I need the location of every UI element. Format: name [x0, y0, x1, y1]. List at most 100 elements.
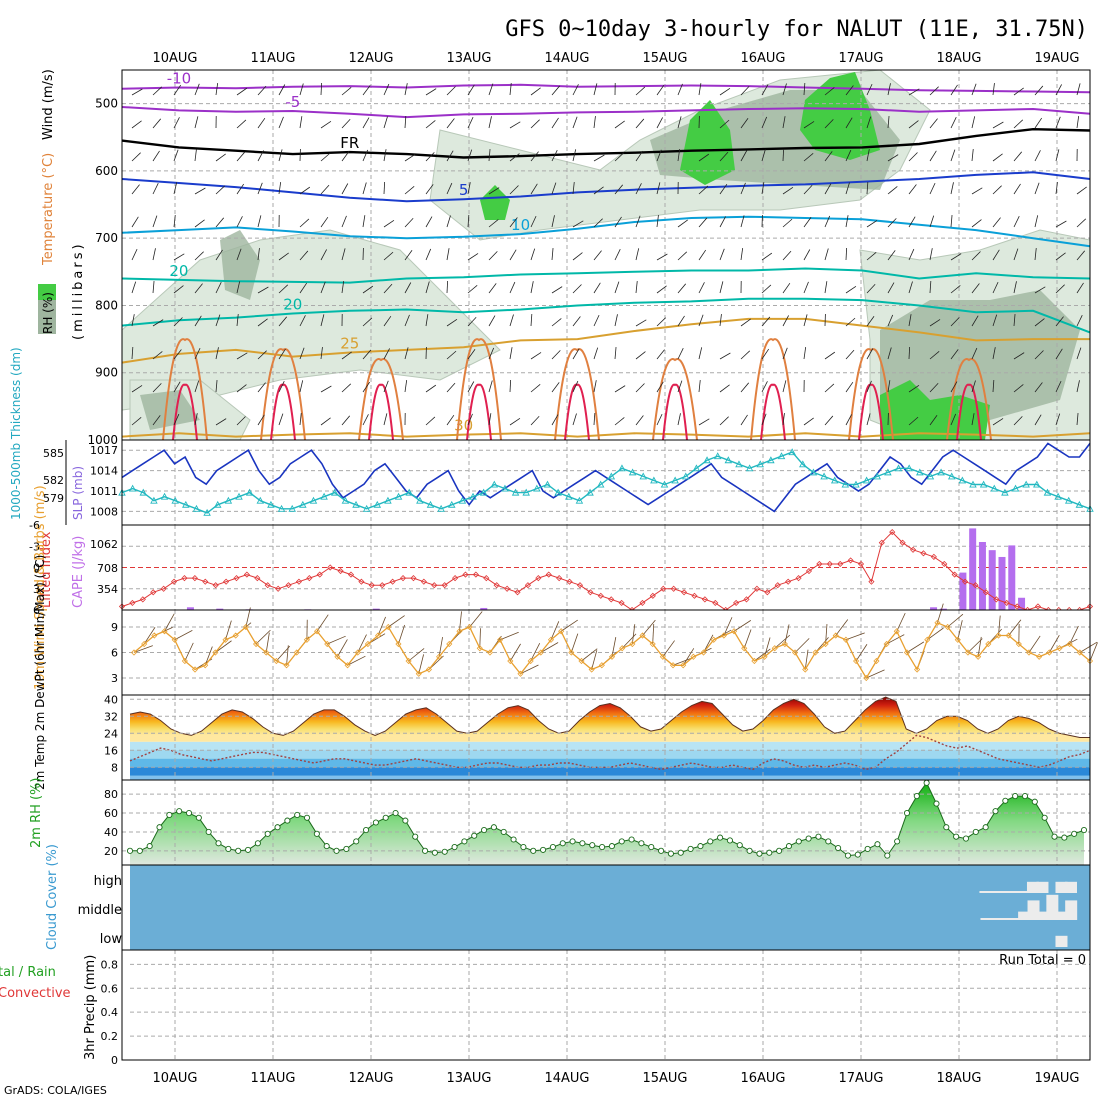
precip-panel: 0.80.60.40.20 [101, 950, 1091, 1067]
millibars-label: (millibars) [71, 241, 86, 340]
rh-point [511, 837, 516, 842]
cloud-level-tick: low [100, 932, 123, 947]
rh-point [1052, 834, 1057, 839]
rh-point [137, 848, 142, 853]
temp-tick: 24 [104, 727, 118, 740]
upper-air-axis-label: RH (%) Temperature (°C) Wind (m/s) (mill… [38, 69, 86, 340]
precip-tick: 0.4 [101, 1006, 119, 1019]
temperature-2m-panel: 40 32 24 16 8 [104, 693, 1090, 784]
chart-title: GFS 0~10day 3-hourly for NALUT (11E, 31.… [505, 17, 1088, 42]
temp2m-axis-label: 2m Temp 2m DewPt (6hr Min/Max) (°C) [33, 555, 47, 790]
rh-point [895, 839, 900, 844]
rh-point [413, 834, 418, 839]
cloud-bar-high [1036, 882, 1048, 893]
temp-tick: 32 [104, 710, 118, 723]
temp-tick: 40 [104, 693, 118, 706]
slp-tick: 1008 [90, 505, 118, 518]
rh-point [1072, 831, 1077, 836]
wind-10m-panel: 963 [111, 604, 1097, 695]
cape-bar [979, 542, 986, 610]
rh-point [777, 848, 782, 853]
date-label-bottom: 10AUG [152, 1071, 197, 1086]
temp-tick: 16 [104, 744, 118, 757]
rh-point [747, 848, 752, 853]
rh-point [845, 853, 850, 858]
date-label-bottom: 13AUG [446, 1071, 491, 1086]
rh-point [432, 850, 437, 855]
rh-point [1003, 798, 1008, 803]
rh-point [521, 844, 526, 849]
rh-point [295, 812, 300, 817]
precip-rain-legend: tal / Rain [0, 965, 56, 980]
rh-point [442, 849, 447, 854]
date-label-top: 19AUG [1034, 51, 1079, 66]
plot-background [122, 950, 1090, 1060]
rh-point [1013, 793, 1018, 798]
rh-point [354, 839, 359, 844]
slp-tick: 1017 [90, 444, 118, 457]
precip-tick: 0.6 [101, 982, 119, 995]
rh-tick: 20 [104, 845, 118, 858]
rh-point [255, 841, 260, 846]
rh-point [422, 848, 427, 853]
rh2m-axis-label: 2m RH (%) [29, 777, 44, 848]
rh-point [177, 809, 182, 814]
rh-point [285, 818, 290, 823]
date-label-bottom: 12AUG [348, 1071, 393, 1086]
rh-point [609, 844, 614, 849]
rh-point [314, 831, 319, 836]
precip-label: 3hr Precip (mm) [83, 955, 98, 1060]
cape-bar [989, 550, 996, 610]
isotherm-label: 10 [511, 216, 530, 234]
rh-point [708, 839, 713, 844]
rh-point [590, 843, 595, 848]
rh-point [678, 850, 683, 855]
isotherm-label: 20 [169, 262, 188, 280]
date-label-top: 18AUG [936, 51, 981, 66]
rh-tick: 40 [104, 826, 118, 839]
rh-point [1022, 793, 1027, 798]
rh-point [649, 844, 654, 849]
rh-point [265, 831, 270, 836]
rh-point [737, 843, 742, 848]
cape-bar [969, 528, 976, 610]
rh-point [993, 809, 998, 814]
rh-point [481, 827, 486, 832]
date-label-bottom: 11AUG [250, 1071, 295, 1086]
rh-point [344, 846, 349, 851]
rh-point [383, 815, 388, 820]
rh-label: RH (%) [41, 292, 55, 334]
precip-tick: 0 [111, 1054, 118, 1067]
rh-point [216, 841, 221, 846]
rh-point [658, 848, 663, 853]
cloud-bar-middle [1065, 900, 1077, 920]
rh-point [688, 846, 693, 851]
temp-tick: 8 [111, 761, 118, 774]
rh-point [865, 846, 870, 851]
cape-tick: 354 [97, 583, 118, 596]
rh-tick: 80 [104, 788, 118, 801]
rh-point [196, 815, 201, 820]
isotherm-label: 20 [283, 296, 302, 314]
pressure-tick: 800 [95, 298, 118, 312]
slp-tick: 1014 [90, 465, 118, 478]
rh-point [236, 848, 241, 853]
thickness-tick: 582 [43, 474, 64, 487]
rh-point [599, 844, 604, 849]
isotherm-label: -5 [285, 93, 300, 111]
rh-point [698, 844, 703, 849]
slp-tick: 1011 [90, 485, 118, 498]
pressure-tick: 700 [95, 231, 118, 245]
rh-point [226, 846, 231, 851]
cloud-background [130, 865, 1090, 950]
rh-point [796, 839, 801, 844]
wind10-tick: 3 [111, 672, 118, 685]
rh-point [963, 836, 968, 841]
isotherm-label: 5 [459, 181, 469, 199]
temperature-label: Temperature (°C) [41, 153, 56, 266]
temp-band [130, 759, 1090, 768]
temp2m-label: 2m Temp 2m DewPt (6hr Min/Max) (°C) [33, 555, 47, 790]
